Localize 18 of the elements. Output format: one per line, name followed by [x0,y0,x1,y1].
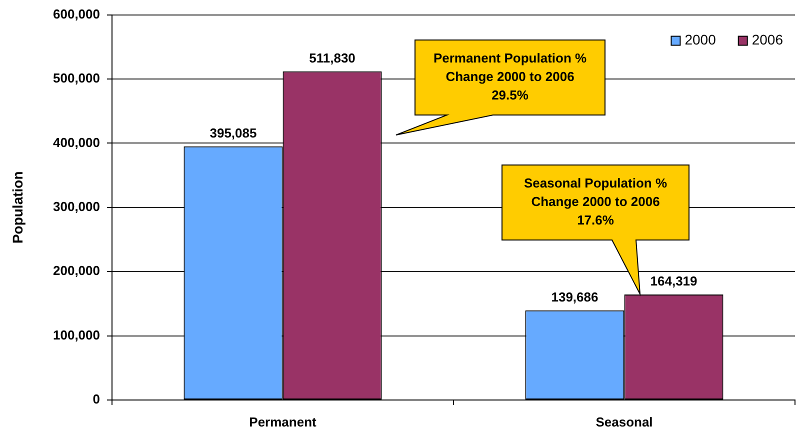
legend-label: 2000 [684,32,716,48]
data-label: 164,319 [650,274,698,289]
y-tick-label: 300,000 [53,198,100,214]
annotation: Permanent Population % Change 2000 to 2006 29.5% [433,50,587,103]
y-tick-label: 600,000 [53,6,100,22]
y-tick-label: 200,000 [53,263,100,278]
x-tick-label: Seasonal [596,414,653,430]
annotation: Seasonal Population % Change 2000 to 2006 17.6% [524,176,668,228]
y-tick-label: 500,000 [53,70,100,86]
y-tick-label: 100,000 [53,327,100,342]
legend-label: 2006 [752,32,784,48]
data-label: 139,686 [551,289,598,304]
y-axis-title: Population [9,171,26,244]
data-label: 395,085 [210,125,257,140]
x-tick-label: Permanent [249,414,318,430]
data-label: 511,830 [309,50,356,66]
y-tick-label: 400,000 [53,134,100,150]
y-tick-label: 0 [92,392,100,407]
